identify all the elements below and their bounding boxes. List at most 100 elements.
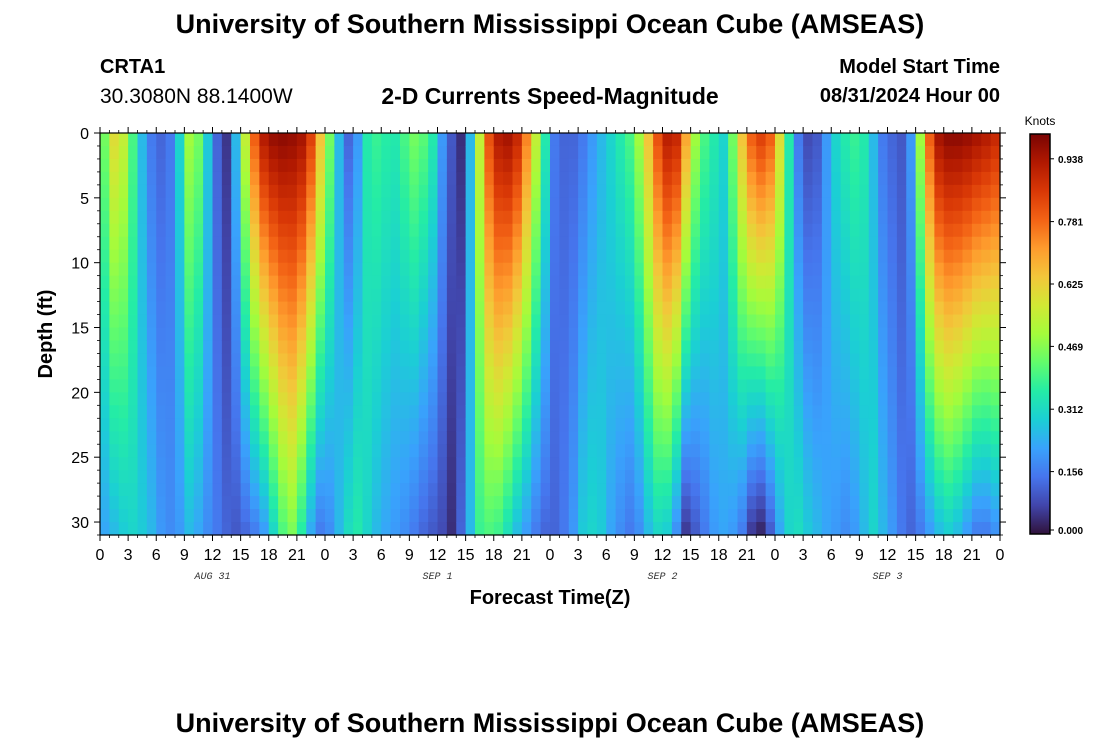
heatmap-cell: [943, 457, 954, 471]
heatmap-cell: [953, 133, 964, 147]
heatmap-cell: [728, 353, 739, 368]
heatmap-cell: [681, 353, 692, 368]
heatmap-cell: [381, 444, 392, 458]
heatmap-cell: [325, 353, 335, 368]
heatmap-cell: [587, 509, 598, 523]
heatmap-cell: [681, 145, 692, 160]
heatmap-cell: [203, 249, 214, 264]
heatmap-cell: [418, 340, 429, 355]
heatmap-cell: [409, 509, 420, 523]
heatmap-cell: [953, 418, 964, 432]
x-tick-label: 12: [429, 547, 447, 564]
heatmap-cell: [156, 197, 167, 212]
heatmap-cell: [418, 353, 429, 368]
heatmap-cell: [437, 340, 448, 355]
heatmap-cell: [625, 184, 635, 199]
heatmap-cell: [784, 133, 795, 147]
heatmap-cell: [625, 522, 635, 536]
heatmap-cell: [962, 236, 973, 251]
heatmap-cell: [765, 522, 776, 536]
heatmap-cell: [371, 262, 382, 277]
heatmap-cell: [671, 522, 682, 536]
heatmap-cell: [109, 509, 120, 523]
heatmap-cell: [662, 418, 673, 432]
heatmap-cell: [728, 509, 739, 523]
heatmap-cell: [878, 418, 889, 432]
heatmap-cell: [915, 275, 926, 290]
heatmap-cell: [718, 133, 729, 147]
heatmap-cell: [521, 457, 532, 471]
heatmap-cell: [109, 197, 120, 212]
heatmap-cell: [503, 379, 514, 393]
x-tick-label: 15: [682, 547, 700, 564]
heatmap-cell: [128, 197, 139, 212]
heatmap-cell: [203, 288, 214, 303]
heatmap-cell: [475, 210, 485, 225]
heatmap-cell: [915, 496, 926, 510]
heatmap-cell: [700, 483, 710, 497]
heatmap-cell: [390, 522, 401, 536]
heatmap-cell: [400, 133, 410, 147]
heatmap-cell: [456, 249, 467, 264]
heatmap-cell: [690, 470, 701, 484]
heatmap-cell: [456, 223, 467, 238]
heatmap-cell: [793, 444, 804, 458]
heatmap-cell: [503, 392, 514, 406]
heatmap-cell: [803, 522, 814, 536]
heatmap-cell: [812, 223, 823, 238]
heatmap-cell: [250, 431, 260, 445]
heatmap-cell: [521, 197, 532, 212]
heatmap-cell: [100, 496, 110, 510]
heatmap-cell: [296, 457, 307, 471]
heatmap-cell: [775, 431, 785, 445]
heatmap-cell: [334, 457, 345, 471]
heatmap-cell: [775, 327, 785, 342]
heatmap-cell: [456, 509, 467, 523]
heatmap-cell: [118, 145, 129, 160]
heatmap-cell: [390, 236, 401, 251]
heatmap-cell: [362, 392, 373, 406]
heatmap-cell: [878, 353, 889, 368]
heatmap-cell: [268, 262, 279, 277]
heatmap-cell: [859, 496, 870, 510]
heatmap-cell: [775, 145, 785, 160]
heatmap-cell: [465, 210, 476, 225]
heatmap-cell: [756, 379, 767, 393]
heatmap-cell: [137, 353, 148, 368]
heatmap-cell: [278, 275, 289, 290]
heatmap-cell: [784, 197, 795, 212]
heatmap-cell: [381, 288, 392, 303]
heatmap-cell: [221, 327, 232, 342]
heatmap-cell: [896, 210, 907, 225]
heatmap-cell: [990, 405, 1001, 419]
heatmap-cell: [765, 145, 776, 160]
heatmap-cell: [184, 392, 195, 406]
heatmap-cell: [540, 327, 551, 342]
heatmap-cell: [156, 171, 167, 186]
x-tick-label: 9: [405, 547, 414, 564]
heatmap-cell: [212, 275, 223, 290]
heatmap-cell: [409, 470, 420, 484]
heatmap-cell: [362, 197, 373, 212]
heatmap-cell: [559, 522, 570, 536]
heatmap-cell: [690, 288, 701, 303]
heatmap-cell: [475, 496, 485, 510]
heatmap-cell: [803, 392, 814, 406]
heatmap-cell: [371, 457, 382, 471]
heatmap-cell: [503, 197, 514, 212]
heatmap-cell: [962, 470, 973, 484]
heatmap-cell: [175, 210, 185, 225]
heatmap-cell: [203, 405, 214, 419]
heatmap-cell: [109, 236, 120, 251]
heatmap-cell: [137, 431, 148, 445]
heatmap-cell: [971, 522, 982, 536]
heatmap-cell: [793, 496, 804, 510]
heatmap-cell: [128, 184, 139, 199]
heatmap-cell: [643, 236, 654, 251]
heatmap-cell: [212, 470, 223, 484]
heatmap-cell: [165, 392, 176, 406]
heatmap-cell: [793, 171, 804, 186]
heatmap-cell: [250, 457, 260, 471]
heatmap-cell: [615, 470, 626, 484]
heatmap-cell: [165, 418, 176, 432]
